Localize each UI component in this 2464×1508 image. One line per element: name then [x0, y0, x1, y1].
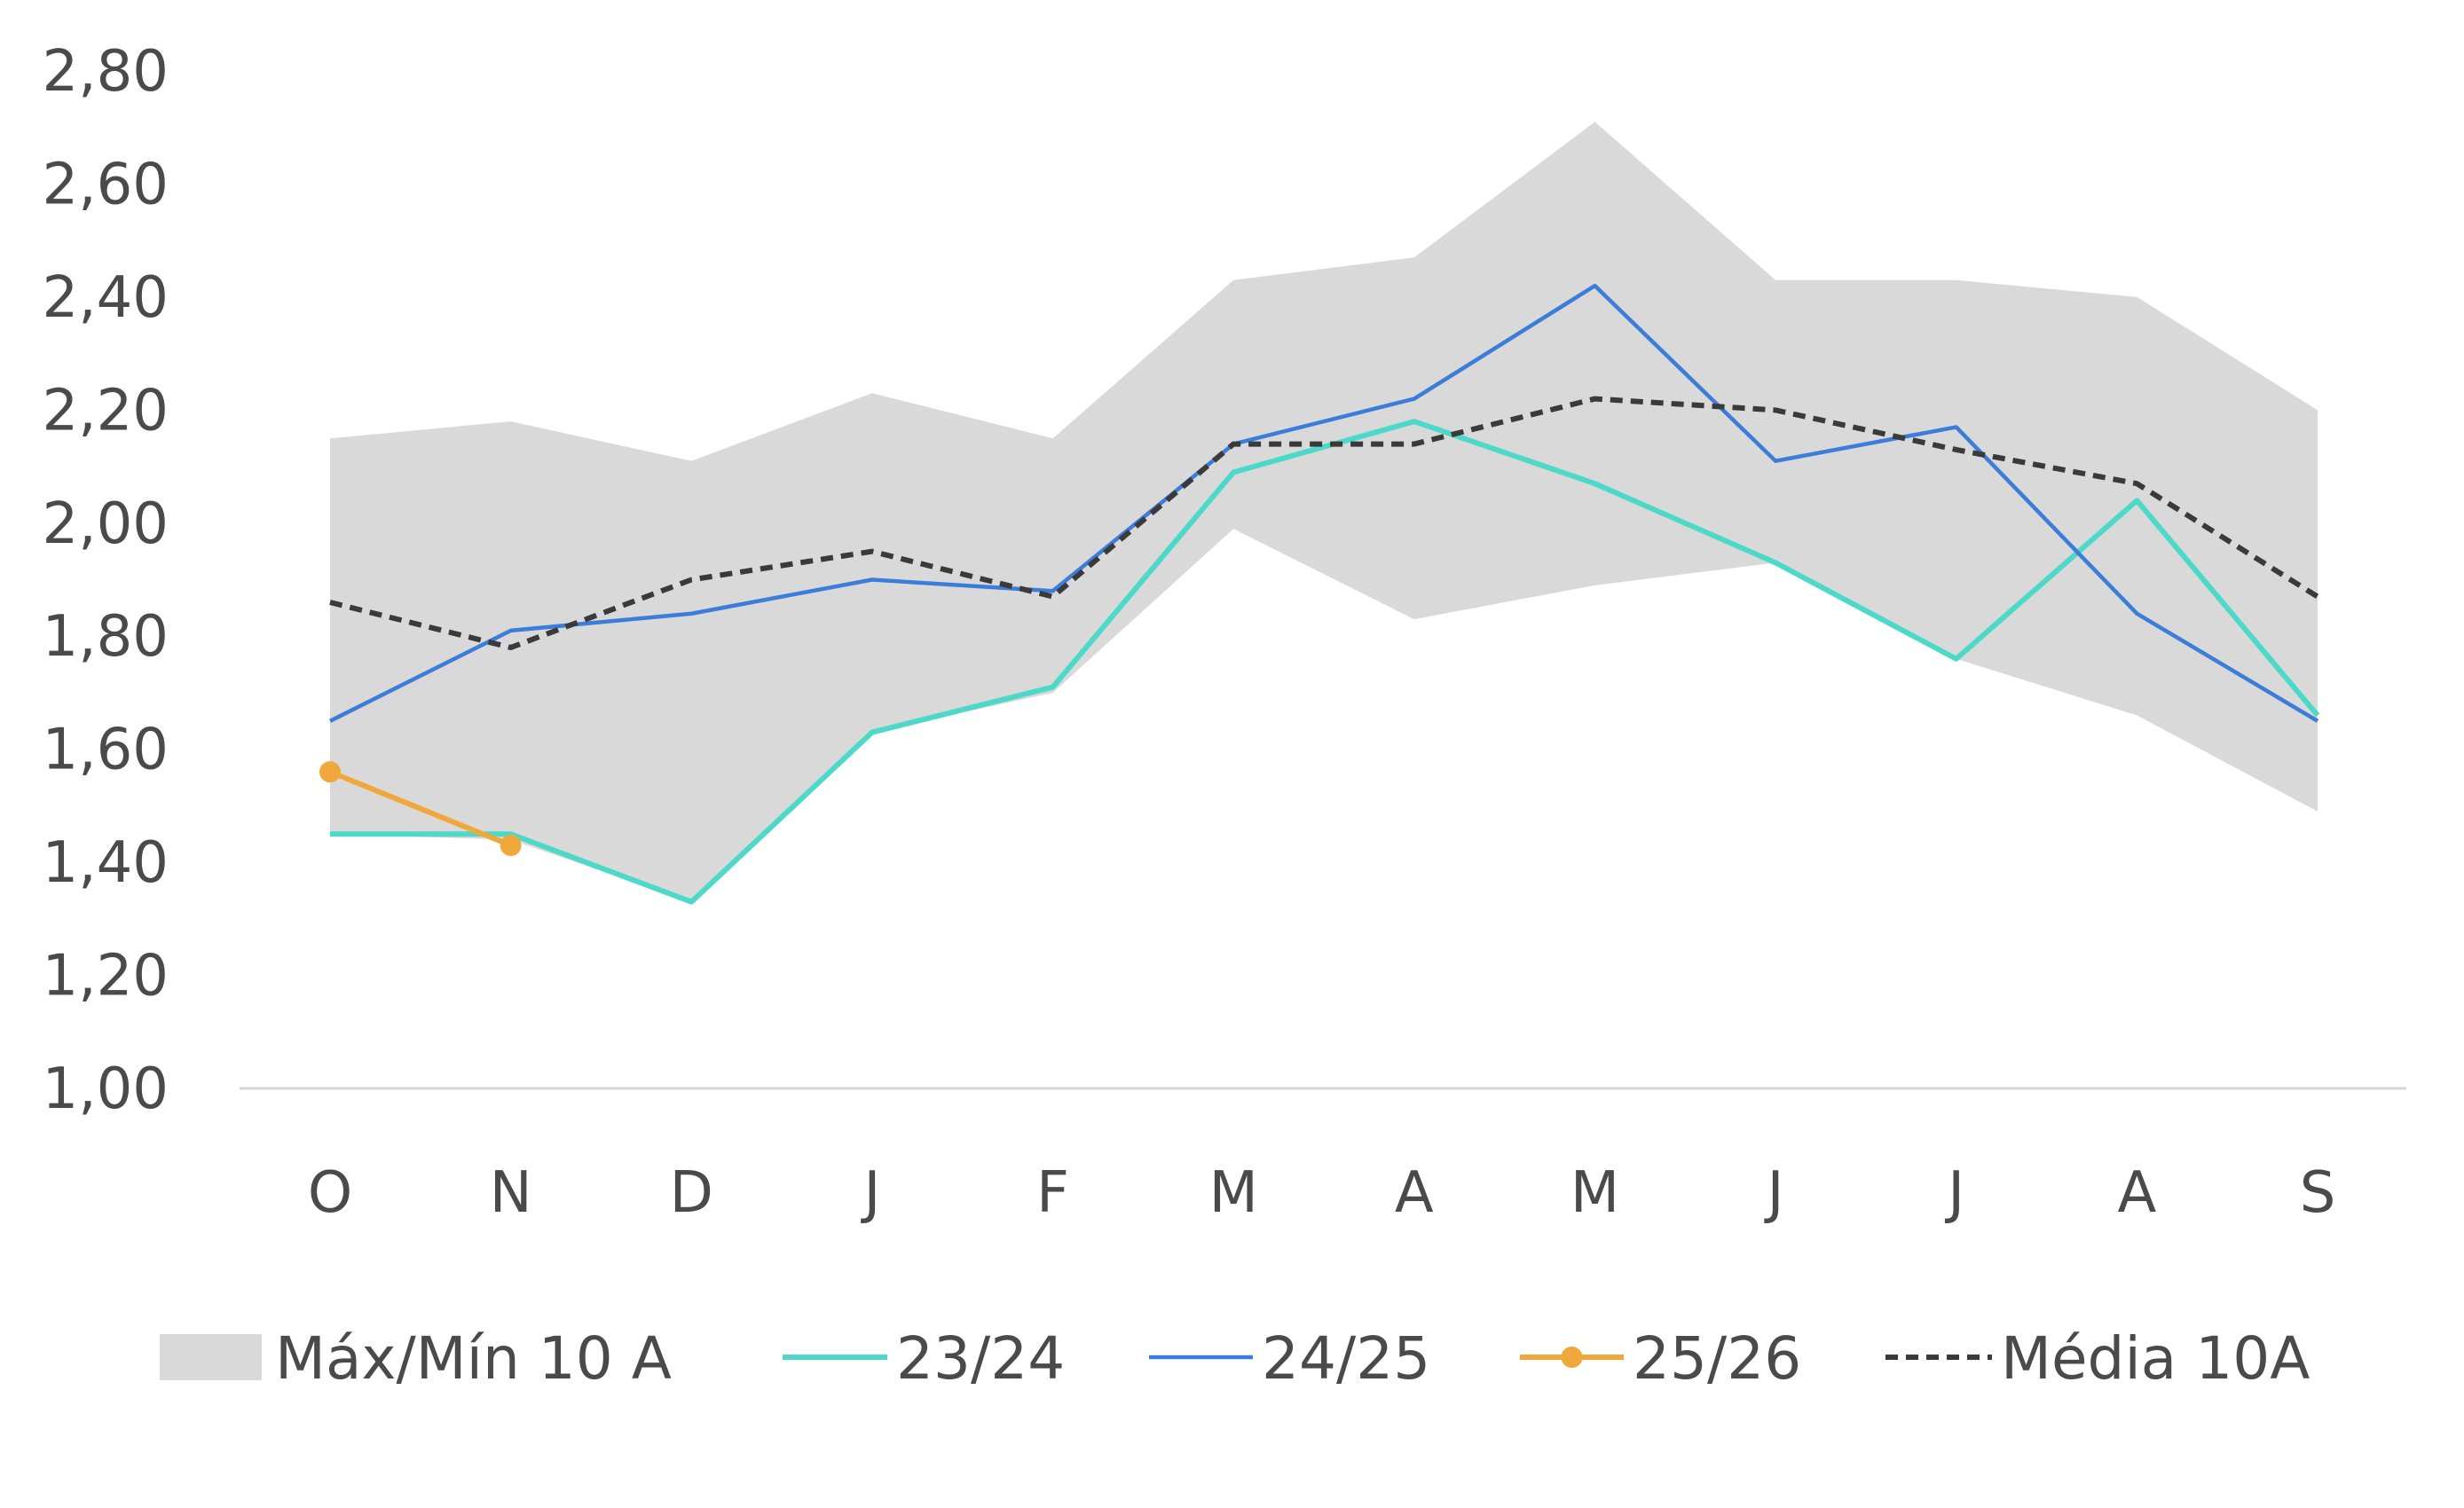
legend-item-band: Máx/Mín 10 A [160, 1324, 672, 1393]
series-line-24-25 [328, 283, 2319, 723]
series-layer [319, 283, 2320, 905]
y-tick-label: 1,80 [43, 604, 169, 670]
y-tick-label: 1,40 [43, 830, 169, 896]
series-25-26 [319, 761, 522, 856]
point-25-26-0 [319, 761, 341, 783]
y-tick-label: 1,20 [43, 944, 169, 1009]
x-tick-label: J [1764, 1160, 1784, 1226]
legend-label-25-26: 25/26 [1633, 1324, 1801, 1393]
legend-item-m-dia-10a: Média 10A [1885, 1324, 2310, 1393]
y-axis-ticks: 1,00 1,20 1,40 1,60 1,80 2,00 2,20 2,40 2,60 2,80 [43, 39, 169, 1122]
legend-item-23-24: 23/24 [783, 1324, 1065, 1393]
series-24-25 [328, 283, 2319, 723]
legend-label-band: Máx/Mín 10 A [275, 1324, 672, 1393]
y-tick-label: 2,20 [43, 378, 169, 444]
y-tick-label: 1,00 [43, 1056, 169, 1122]
x-tick-label: A [1395, 1160, 1434, 1226]
y-tick-label: 2,60 [43, 152, 169, 217]
series-m-dia-10a [329, 396, 2319, 650]
x-tick-label: D [670, 1160, 713, 1226]
minmax-band-layer [330, 122, 2318, 902]
x-tick-label: N [490, 1160, 532, 1226]
x-tick-label: M [1209, 1160, 1258, 1226]
legend: Máx/Mín 10 A 23/24 24/25 25/26 Média 10A [160, 1324, 2310, 1393]
x-tick-label: O [308, 1160, 352, 1226]
x-tick-label: S [2300, 1160, 2336, 1226]
series-23-24 [330, 419, 2320, 905]
x-tick-label: J [1944, 1160, 1964, 1226]
legend-marker-25-26 [1561, 1347, 1583, 1368]
series-line-m-dia-10a [329, 396, 2319, 650]
point-25-26-1 [500, 834, 522, 856]
x-tick-label: A [2117, 1160, 2156, 1226]
x-tick-label: J [860, 1160, 880, 1226]
minmax-band [330, 122, 2318, 902]
legend-label-23-24: 23/24 [896, 1324, 1065, 1393]
y-tick-label: 2,40 [43, 265, 169, 331]
legend-label-24-25: 24/25 [1262, 1324, 1430, 1393]
series-line-25-26 [328, 769, 512, 848]
legend-label-m-dia-10a: Média 10A [2001, 1324, 2310, 1393]
legend-swatch-band [160, 1334, 262, 1380]
series-line-23-24 [330, 419, 2320, 905]
legend-item-24-25: 24/25 [1149, 1324, 1430, 1393]
x-tick-label: F [1036, 1160, 1069, 1226]
y-tick-label: 1,60 [43, 718, 169, 783]
legend-item-25-26: 25/26 [1520, 1324, 1801, 1393]
y-tick-label: 2,00 [43, 491, 169, 557]
x-tick-label: M [1571, 1160, 1619, 1226]
y-tick-label: 2,80 [43, 39, 169, 105]
